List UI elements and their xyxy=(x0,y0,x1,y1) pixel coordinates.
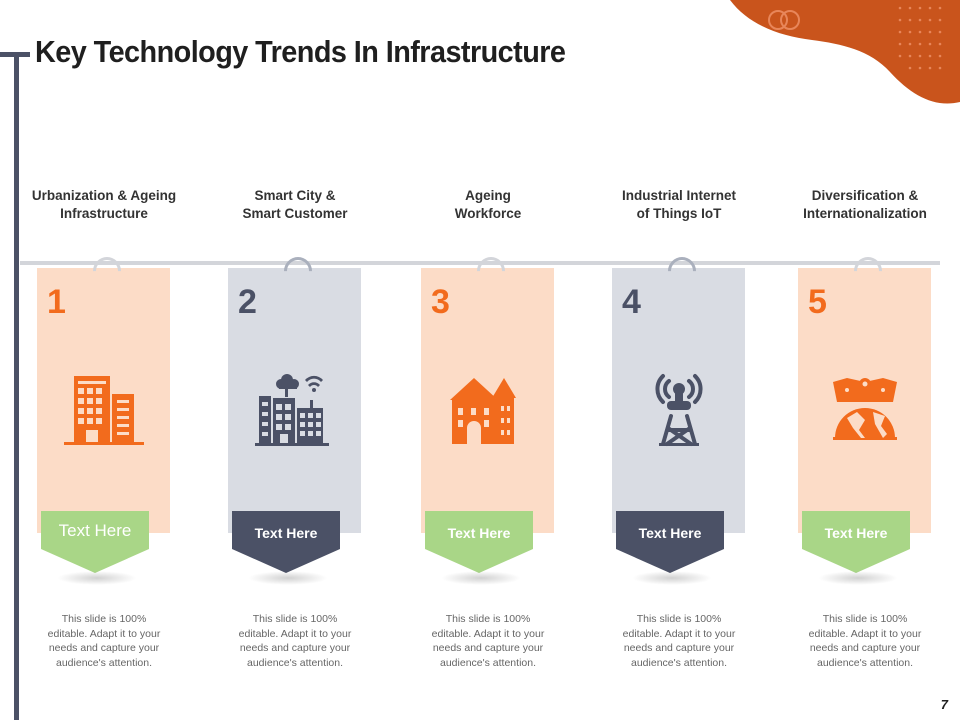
desc-line: editable. Adapt it to your xyxy=(238,627,352,640)
desc-line: This slide is 100% xyxy=(822,613,908,625)
tag-banner xyxy=(41,511,149,573)
desc-line: audience's attention. xyxy=(440,656,536,669)
heading-line: Infrastructure xyxy=(60,206,148,221)
desc-line: editable. Adapt it to your xyxy=(808,627,922,640)
tag-banner xyxy=(425,511,533,573)
trend-card: 5 xyxy=(798,268,931,533)
desc-line: audience's attention. xyxy=(631,656,727,669)
trend-column-4: Industrial Internet of Things IoT 4 Text… xyxy=(604,0,754,720)
trend-description: This slide is 100% editable. Adapt it to… xyxy=(780,612,950,670)
slide-title: Key Technology Trends In Infrastructure xyxy=(35,34,566,69)
tag-shadow xyxy=(441,571,521,585)
trend-heading: Industrial Internet of Things IoT xyxy=(579,187,779,223)
desc-line: needs and capture your xyxy=(239,642,351,654)
trend-number: 3 xyxy=(431,283,450,321)
tag-shadow xyxy=(818,571,898,585)
tag-shadow xyxy=(248,571,328,585)
tag-shadow xyxy=(57,571,137,585)
trend-description: This slide is 100% editable. Adapt it to… xyxy=(403,612,573,670)
heading-line: Ageing xyxy=(465,188,511,203)
trend-card: 3 xyxy=(421,268,554,533)
tag-label: Text Here xyxy=(824,525,888,541)
trend-column-3: Ageing Workforce 3 Text Here This sli xyxy=(413,0,563,720)
radio-tower-icon xyxy=(655,374,703,446)
heading-line: Internationalization xyxy=(803,206,927,221)
tag-shadow xyxy=(632,571,712,585)
desc-line: audience's attention. xyxy=(817,656,913,669)
tag-label: Text Here xyxy=(447,525,511,541)
tag-banner xyxy=(232,511,340,573)
trend-number: 5 xyxy=(808,283,827,321)
trend-heading: Urbanization & Ageing Infrastructure xyxy=(4,187,204,223)
trend-number: 1 xyxy=(47,283,66,321)
desc-line: This slide is 100% xyxy=(445,613,531,625)
heading-line: Smart City & xyxy=(254,188,336,203)
globe-network-icon xyxy=(833,378,897,440)
rings-icon xyxy=(768,10,800,30)
desc-line: This slide is 100% xyxy=(636,613,722,625)
trend-column-2: Smart City & Smart Customer 2 xyxy=(220,0,370,720)
desc-line: editable. Adapt it to your xyxy=(431,627,545,640)
desc-line: needs and capture your xyxy=(432,642,544,654)
tag-label: Text Here xyxy=(638,525,702,541)
page-number: 7 xyxy=(940,697,948,712)
trend-number: 4 xyxy=(622,283,641,321)
trend-heading: Ageing Workforce xyxy=(388,187,588,223)
heading-line: Smart Customer xyxy=(242,206,348,221)
trend-description: This slide is 100% editable. Adapt it to… xyxy=(210,612,380,670)
trend-description: This slide is 100% editable. Adapt it to… xyxy=(594,612,764,670)
tag-label: Text Here xyxy=(254,525,318,541)
trend-column-1: Urbanization & Ageing Infrastructure 1 T… xyxy=(29,0,179,720)
heading-line: Diversification & xyxy=(811,188,919,203)
heading-line: Workforce xyxy=(454,206,522,221)
heading-line: Industrial Internet xyxy=(621,188,736,203)
tag-banner xyxy=(616,511,724,573)
desc-line: This slide is 100% xyxy=(252,613,338,625)
building-icon xyxy=(64,376,144,445)
decorative-blob xyxy=(730,0,960,104)
trend-card: 1 xyxy=(37,268,170,533)
smart-city-icon xyxy=(255,374,329,446)
trend-heading: Diversification & Internationalization xyxy=(765,187,960,223)
left-accent-rail xyxy=(14,54,19,720)
desc-line: editable. Adapt it to your xyxy=(47,627,161,640)
trend-heading: Smart City & Smart Customer xyxy=(195,187,395,223)
dot-pattern xyxy=(898,6,942,70)
desc-line: editable. Adapt it to your xyxy=(622,627,736,640)
desc-line: This slide is 100% xyxy=(61,613,147,625)
trend-description: This slide is 100% editable. Adapt it to… xyxy=(19,612,189,670)
trend-column-5: Diversification & Internationalization 5… xyxy=(790,0,940,720)
tag-banner xyxy=(802,511,910,573)
old-houses-icon xyxy=(450,378,516,444)
trend-card: 2 xyxy=(228,268,361,533)
hanging-rail xyxy=(20,261,940,265)
desc-line: audience's attention. xyxy=(56,656,152,669)
desc-line: needs and capture your xyxy=(623,642,735,654)
tag-label: Text Here xyxy=(58,521,132,540)
heading-line: Urbanization & Ageing xyxy=(31,188,177,203)
trend-number: 2 xyxy=(238,283,257,321)
desc-line: needs and capture your xyxy=(809,642,921,654)
desc-line: audience's attention. xyxy=(247,656,343,669)
trend-card: 4 xyxy=(612,268,745,533)
desc-line: needs and capture your xyxy=(48,642,160,654)
heading-line: of Things IoT xyxy=(636,206,722,221)
